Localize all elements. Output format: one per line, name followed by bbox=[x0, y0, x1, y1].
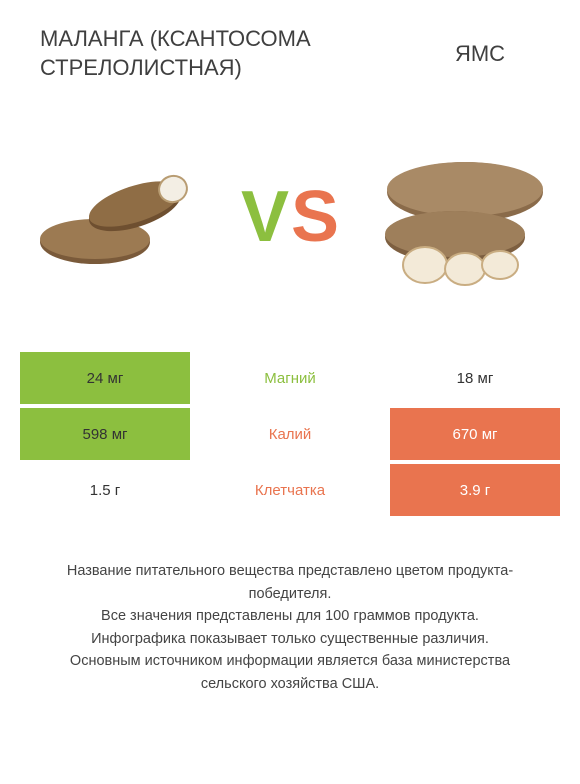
cell-left-value: 598 мг bbox=[20, 408, 190, 460]
product-right-image bbox=[370, 127, 550, 307]
footer-line: Все значения представлены для 100 граммо… bbox=[40, 605, 540, 627]
vs-v: V bbox=[241, 181, 289, 253]
images-row: V S bbox=[0, 92, 580, 352]
footer-line: Инфографика показывает только существенн… bbox=[40, 628, 540, 650]
cell-nutrient-label: Клетчатка bbox=[190, 464, 390, 516]
cell-nutrient-label: Калий bbox=[190, 408, 390, 460]
yam-icon bbox=[370, 137, 550, 297]
footer-line: Название питательного вещества представл… bbox=[40, 560, 540, 605]
comparison-table: 24 мг Магний 18 мг 598 мг Калий 670 мг 1… bbox=[0, 352, 580, 516]
table-row: 1.5 г Клетчатка 3.9 г bbox=[20, 464, 560, 516]
footer-line: Основным источником информации является … bbox=[40, 650, 540, 695]
product-right-title: ЯМС bbox=[420, 41, 540, 67]
footer-notes: Название питательного вещества представл… bbox=[0, 520, 580, 695]
vs-label: V S bbox=[241, 181, 339, 253]
vs-s: S bbox=[291, 181, 339, 253]
product-left-title: МАЛАНГА (КСАНТОСОМА СТРЕЛОЛИСТНАЯ) bbox=[40, 25, 360, 82]
malanga-icon bbox=[35, 147, 205, 287]
cell-left-value: 1.5 г bbox=[20, 464, 190, 516]
cell-right-value: 18 мг bbox=[390, 352, 560, 404]
cell-right-value: 670 мг bbox=[390, 408, 560, 460]
cell-left-value: 24 мг bbox=[20, 352, 190, 404]
table-row: 24 мг Магний 18 мг bbox=[20, 352, 560, 404]
table-row: 598 мг Калий 670 мг bbox=[20, 408, 560, 460]
cell-right-value: 3.9 г bbox=[390, 464, 560, 516]
header: МАЛАНГА (КСАНТОСОМА СТРЕЛОЛИСТНАЯ) ЯМС bbox=[0, 0, 580, 92]
cell-nutrient-label: Магний bbox=[190, 352, 390, 404]
product-left-image bbox=[30, 127, 210, 307]
